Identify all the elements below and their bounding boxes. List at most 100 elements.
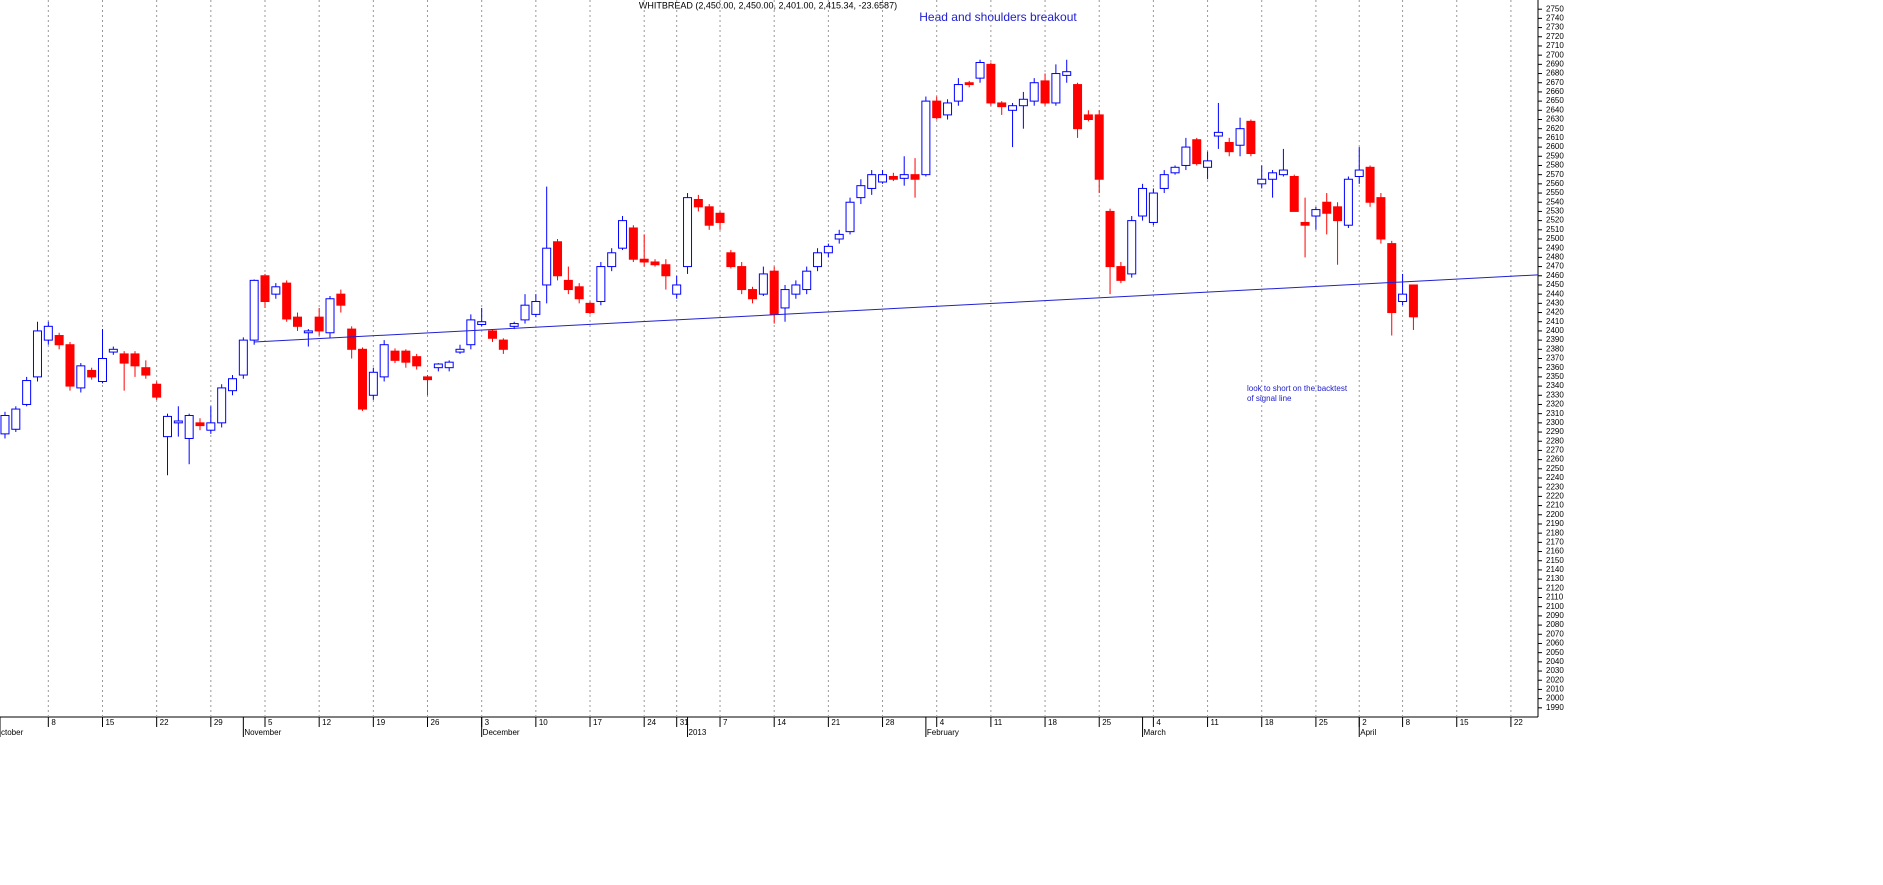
month-label: November <box>244 728 281 737</box>
candle-body <box>1159 174 1169 189</box>
candle-body <box>748 289 758 300</box>
candle-body <box>206 422 216 431</box>
candle-body <box>347 328 357 350</box>
candle-body <box>1116 266 1126 281</box>
y-tick-label: 1990 <box>1546 703 1564 712</box>
candle-body <box>845 201 855 233</box>
y-tick-label: 2520 <box>1546 216 1564 225</box>
y-tick-label: 2190 <box>1546 519 1564 528</box>
x-tick-label: 26 <box>431 718 440 727</box>
y-tick-label: 2270 <box>1546 446 1564 455</box>
candle-body <box>0 414 10 435</box>
x-tick-label: 12 <box>322 718 331 727</box>
y-tick-label: 2690 <box>1546 59 1564 68</box>
y-tick-label: 2600 <box>1546 142 1564 151</box>
candle-body <box>553 241 563 277</box>
candle-body <box>412 356 422 367</box>
y-tick-label: 2200 <box>1546 510 1564 519</box>
candle-body <box>65 344 75 387</box>
candle-body <box>878 174 888 183</box>
x-tick-label: 14 <box>777 718 786 727</box>
candle-body <box>1008 105 1018 111</box>
x-tick-label: 11 <box>1211 718 1220 727</box>
annotation: of signal line <box>1247 394 1292 403</box>
y-tick-label: 2420 <box>1546 308 1564 317</box>
candle-body <box>596 266 606 303</box>
y-tick-label: 2710 <box>1546 41 1564 50</box>
candle-body <box>802 270 812 291</box>
candle-body <box>1333 206 1343 222</box>
y-tick-label: 2210 <box>1546 501 1564 510</box>
x-tick-label: 22 <box>160 718 169 727</box>
y-tick-label: 2000 <box>1546 694 1564 703</box>
candle-body <box>726 252 736 268</box>
x-tick-label: 8 <box>1406 718 1411 727</box>
candle-body <box>1235 128 1245 146</box>
candle-body <box>910 174 920 180</box>
candle-body <box>1300 221 1310 226</box>
y-tick-label: 2400 <box>1546 326 1564 335</box>
x-tick-label: 8 <box>51 718 56 727</box>
candle-body <box>899 174 909 179</box>
y-tick-label: 2540 <box>1546 197 1564 206</box>
candle-body <box>1040 80 1050 104</box>
candle-body <box>618 220 628 249</box>
y-tick-label: 2130 <box>1546 574 1564 583</box>
candle-body <box>314 316 324 332</box>
y-tick-label: 2080 <box>1546 620 1564 629</box>
x-tick-label: 15 <box>1460 718 1469 727</box>
candle-body <box>867 174 877 189</box>
candle-body <box>1311 209 1321 217</box>
y-tick-label: 2310 <box>1546 409 1564 418</box>
candle-body <box>130 353 140 367</box>
candle-body <box>693 198 703 208</box>
candle-body <box>1322 201 1332 214</box>
x-tick-label: 18 <box>1265 718 1274 727</box>
x-tick-label: 5 <box>268 718 273 727</box>
y-tick-label: 2590 <box>1546 151 1564 160</box>
annotation: look to short on the backtest <box>1247 384 1348 393</box>
candle-body <box>997 102 1007 108</box>
y-tick-label: 2300 <box>1546 418 1564 427</box>
candle-body <box>54 335 64 346</box>
candle-body <box>119 353 129 364</box>
candle-body <box>1127 220 1137 275</box>
candle-body <box>563 279 573 291</box>
candle-body <box>650 261 660 266</box>
candle-body <box>986 63 996 104</box>
candle-body <box>1073 84 1083 130</box>
y-tick-label: 2330 <box>1546 390 1564 399</box>
y-tick-label: 2680 <box>1546 69 1564 78</box>
candle-body <box>639 258 649 263</box>
candle-body <box>1062 71 1072 76</box>
y-tick-label: 2350 <box>1546 372 1564 381</box>
candle-body <box>791 284 801 295</box>
y-tick-label: 2370 <box>1546 354 1564 363</box>
y-tick-label: 2560 <box>1546 179 1564 188</box>
candle-body <box>1354 169 1364 177</box>
x-tick-label: 4 <box>940 718 945 727</box>
candle-body <box>921 100 931 176</box>
month-label: February <box>927 728 959 737</box>
y-tick-label: 2570 <box>1546 170 1564 179</box>
y-tick-label: 2480 <box>1546 252 1564 261</box>
candle-body <box>1083 114 1093 121</box>
candle-body <box>358 348 368 410</box>
candle-body <box>704 206 714 226</box>
x-tick-label: 22 <box>1514 718 1523 727</box>
month-label: 2013 <box>689 728 707 737</box>
candle-body <box>1289 175 1299 212</box>
candle-body <box>1376 197 1386 240</box>
candle-body <box>1343 178 1353 226</box>
candle-body <box>888 175 898 180</box>
y-tick-label: 2120 <box>1546 583 1564 592</box>
candle-body <box>975 62 985 79</box>
y-tick-label: 2050 <box>1546 648 1564 657</box>
x-tick-label: 24 <box>647 718 656 727</box>
y-tick-label: 2440 <box>1546 289 1564 298</box>
candle-body <box>531 301 541 315</box>
candle-body <box>32 330 42 378</box>
y-tick-label: 2020 <box>1546 675 1564 684</box>
